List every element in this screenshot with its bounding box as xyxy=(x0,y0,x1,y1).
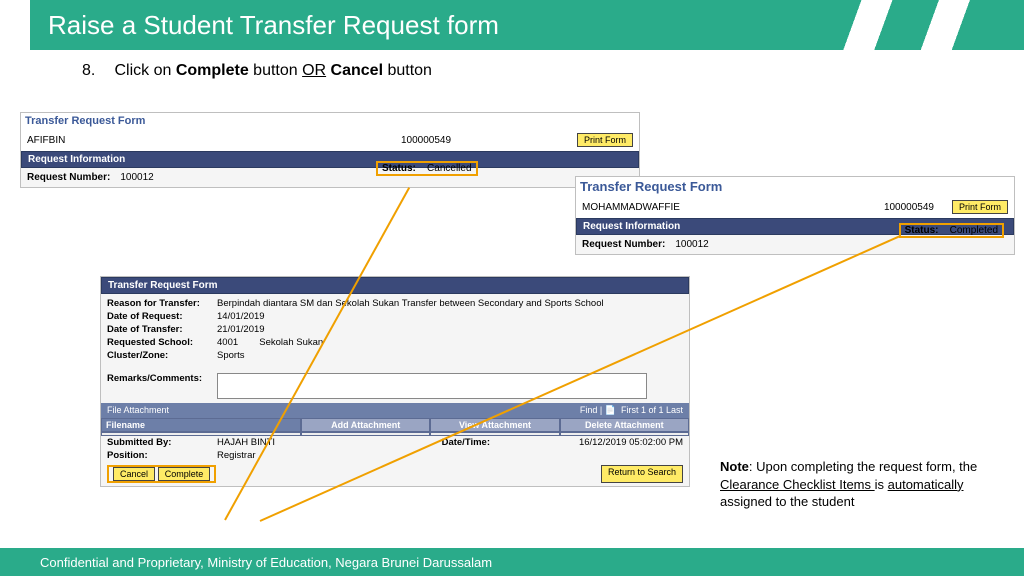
delete-attachment-button[interactable]: Delete Attachment xyxy=(560,418,689,432)
panel3-bar: Transfer Request Form xyxy=(101,277,689,294)
reqnum-label: Request Number: xyxy=(582,239,665,250)
step-number: 8. xyxy=(82,62,110,80)
status-completed-highlight: Status: Completed xyxy=(899,223,1004,238)
complete-button[interactable]: Complete xyxy=(158,467,211,481)
add-attachment-button[interactable]: Add Attachment xyxy=(301,418,430,432)
file-attachment-bar: File Attachment Find | 📄 First 1 of 1 La… xyxy=(101,403,689,418)
action-buttons-highlight: Cancel Complete xyxy=(107,465,216,483)
panel-form-detail: Transfer Request Form Reason for Transfe… xyxy=(100,276,690,487)
page-title: Raise a Student Transfer Request form xyxy=(0,10,499,41)
print-button[interactable]: Print Form xyxy=(577,133,633,147)
cancel-button[interactable]: Cancel xyxy=(113,467,155,481)
panel1-heading: Transfer Request Form xyxy=(21,113,639,129)
reqnum-label: Request Number: xyxy=(27,172,110,183)
view-attachment-button[interactable]: View Attachment xyxy=(430,418,559,432)
file-grid: Filename Add Attachment View Attachment … xyxy=(101,418,689,436)
panel1-section-bar: Request Information xyxy=(21,151,639,168)
note-text: Note: Upon completing the request form, … xyxy=(720,458,1000,511)
panel1-id: 100000549 xyxy=(401,135,451,146)
status-cancelled-highlight: Status: Cancelled xyxy=(376,161,478,176)
print-button[interactable]: Print Form xyxy=(952,200,1008,214)
reqnum-value: 100012 xyxy=(675,239,708,250)
return-button[interactable]: Return to Search xyxy=(601,465,683,483)
panel2-id: 100000549 xyxy=(884,202,934,213)
panel-cancelled: Transfer Request Form AFIFBIN 100000549 … xyxy=(20,112,640,188)
title-bar: Raise a Student Transfer Request form xyxy=(0,0,1024,50)
panel2-heading: Transfer Request Form xyxy=(576,177,1014,196)
instruction: 8. Click on Complete button OR Cancel bu… xyxy=(82,62,432,80)
reqnum-value: 100012 xyxy=(120,172,153,183)
panel-completed: Transfer Request Form MOHAMMADWAFFIE 100… xyxy=(575,176,1015,255)
panel1-name: AFIFBIN xyxy=(27,135,65,146)
panel2-name: MOHAMMADWAFFIE xyxy=(582,202,680,213)
footer-bar: Confidential and Proprietary, Ministry o… xyxy=(0,548,1024,576)
